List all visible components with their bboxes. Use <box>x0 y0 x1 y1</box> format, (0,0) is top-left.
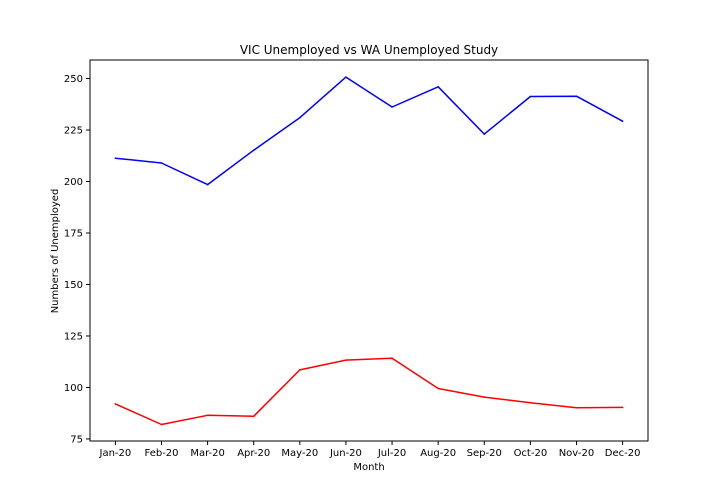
data-point <box>345 76 347 78</box>
y-tick-label: 200 <box>64 177 83 188</box>
data-point <box>299 369 301 371</box>
series-line-2 <box>115 357 623 426</box>
x-tick-label: Jul-20 <box>377 448 406 459</box>
y-tick-label: 150 <box>64 280 83 291</box>
data-point <box>529 401 532 404</box>
data-point <box>575 95 578 97</box>
x-tick-label: Jan-20 <box>99 448 132 459</box>
y-tick-label: 75 <box>70 434 83 445</box>
plot-frame <box>89 59 649 442</box>
x-tick-label: Dec-20 <box>605 448 641 459</box>
y-tick-label: 250 <box>64 74 83 85</box>
data-point <box>160 162 163 164</box>
x-tick-label: Oct-20 <box>514 448 548 459</box>
x-tick-label: Nov-20 <box>559 448 595 459</box>
data-point <box>345 359 347 361</box>
chart-title: VIC Unemployed vs WA Unemployed Study <box>240 43 498 57</box>
data-point <box>114 157 117 159</box>
data-point <box>575 407 578 409</box>
data-point <box>252 415 255 418</box>
x-axis-label: Month <box>353 462 384 473</box>
x-tick-label: Jun-20 <box>329 448 362 459</box>
x-tick-label: Apr-20 <box>237 448 270 459</box>
x-tick-label: Feb-20 <box>144 448 178 459</box>
data-point <box>437 387 440 390</box>
data-point <box>621 120 624 122</box>
data-point <box>483 133 486 135</box>
data-point <box>252 149 255 151</box>
x-tick-label: May-20 <box>281 448 318 459</box>
y-tick-label: 175 <box>64 228 83 239</box>
data-point <box>391 357 393 360</box>
data-point <box>206 183 209 186</box>
y-tick-label: 225 <box>64 126 83 137</box>
y-tick-label: 125 <box>64 331 83 342</box>
x-tick-label: Aug-20 <box>420 448 456 459</box>
data-point <box>206 414 209 417</box>
data-point <box>483 396 486 398</box>
data-point <box>391 106 393 108</box>
y-axis-label: Numbers of Unemployed <box>50 189 61 314</box>
plot-area: Jan-20 Feb-20 Mar-20 Apr-20 May-20 Jun-20 Jul-… <box>64 59 649 459</box>
x-tick-label: Sep-20 <box>467 448 502 459</box>
data-point <box>160 423 163 426</box>
series-line-1 <box>115 76 623 186</box>
y-tick-label: 100 <box>64 383 83 394</box>
data-point <box>437 86 440 88</box>
x-tick-label: Mar-20 <box>190 448 225 459</box>
data-point <box>114 403 117 405</box>
data-point <box>529 95 532 98</box>
data-point <box>299 116 301 119</box>
data-point <box>621 406 624 409</box>
